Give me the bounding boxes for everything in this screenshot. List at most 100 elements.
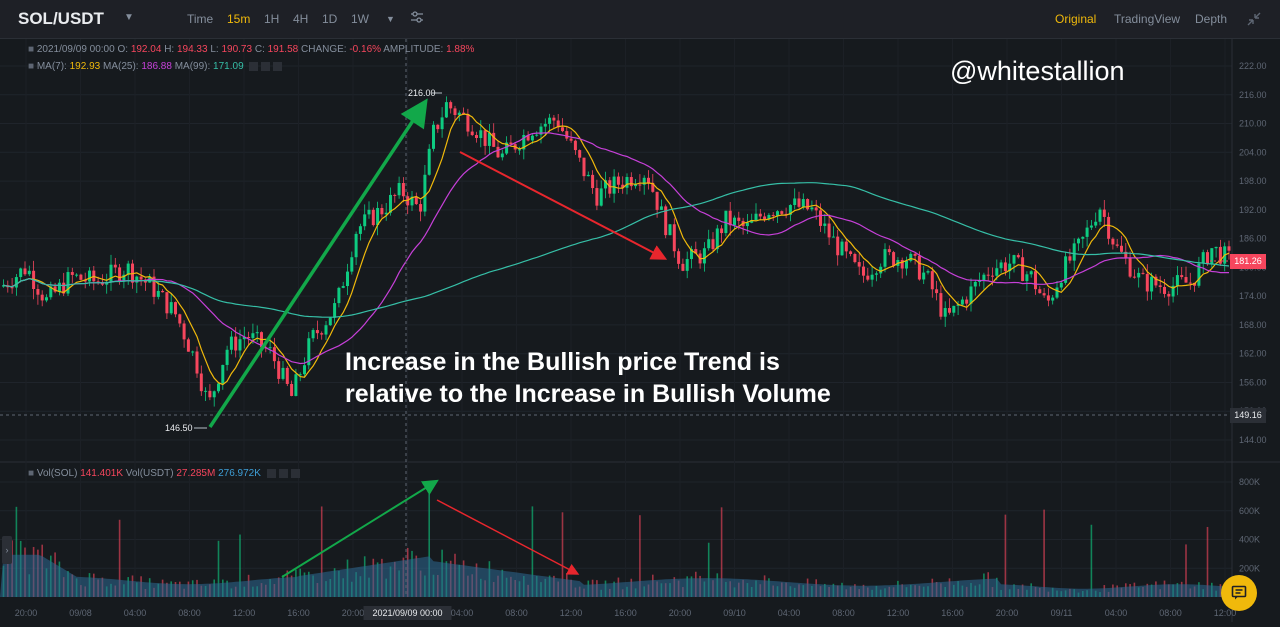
candle-body	[462, 112, 466, 115]
candle-body	[642, 177, 646, 185]
price-tick: 216.00	[1239, 90, 1267, 100]
time-tick: 20:00	[669, 608, 692, 618]
candle-body	[715, 228, 719, 250]
settings-icon[interactable]	[410, 10, 424, 27]
candle-body	[358, 226, 362, 234]
candle-body	[659, 206, 663, 210]
candle-body	[724, 210, 728, 234]
expand-panel-icon[interactable]: ›	[2, 536, 12, 564]
candle-body	[720, 228, 724, 234]
candle-body	[492, 132, 496, 147]
candle-body	[217, 383, 220, 392]
tab-1w[interactable]: 1W	[351, 12, 369, 26]
candle-body	[204, 390, 208, 392]
candlestick-chart[interactable]: 216.00 146.50 222.00 216.00 210.00 204.00 198…	[0, 39, 1280, 622]
candle-body	[2, 285, 5, 287]
candle-body	[926, 271, 930, 273]
tab-1h[interactable]: 1H	[264, 12, 280, 26]
candle-body	[272, 347, 276, 362]
candle-body	[806, 199, 810, 210]
candle-body	[79, 274, 83, 280]
candle-body	[922, 272, 926, 280]
ma-hide-icon[interactable]	[261, 61, 271, 71]
candle-body	[604, 180, 607, 189]
candle-body	[552, 117, 556, 121]
ma-settings-icon[interactable]	[249, 61, 259, 71]
candle-body	[118, 267, 122, 281]
tab-4h[interactable]: 4H	[293, 12, 309, 26]
ma-info: ■ MA(7): 192.93 MA(25): 186.88 MA(99): 1…	[28, 61, 283, 72]
candle-body	[556, 120, 560, 128]
chart-area[interactable]: 216.00 146.50 222.00 216.00 210.00 204.00 198…	[0, 39, 1280, 622]
candle-body	[578, 150, 582, 158]
candle-body	[543, 123, 547, 127]
view-tradingview[interactable]: TradingView	[1114, 12, 1181, 26]
candle-body	[311, 330, 315, 339]
candle-body	[1137, 272, 1141, 278]
time-tick: 16:00	[287, 608, 310, 618]
candle-body	[612, 176, 616, 194]
candle-body	[354, 233, 358, 258]
candle-body	[1003, 262, 1007, 272]
candle-body	[410, 196, 414, 206]
candle-body	[49, 286, 53, 298]
tab-1d[interactable]: 1D	[322, 12, 338, 26]
candle-body	[423, 174, 427, 212]
vol-settings-icon[interactable]	[266, 468, 276, 478]
ma-close-icon[interactable]	[273, 61, 283, 71]
volume-tick: 600K	[1239, 506, 1260, 516]
candle-body	[363, 214, 367, 227]
candle-body	[711, 239, 715, 250]
price-tick: 162.00	[1239, 349, 1267, 359]
price-tick: 210.00	[1239, 119, 1267, 129]
top-toolbar: SOL/USDT ▼ Time 15m 1H 4H 1D 1W ▼ Origin…	[0, 0, 1280, 39]
volume-info: ■ Vol(SOL) 141.401K Vol(USDT) 27.285M 27…	[28, 468, 300, 479]
vol-hide-icon[interactable]	[278, 468, 288, 478]
annotation-line-2: relative to the Increase in Bullish Volu…	[345, 380, 831, 408]
candle-body	[771, 214, 775, 216]
candle-body	[621, 184, 625, 188]
candle-body	[565, 131, 569, 139]
candle-body	[655, 191, 659, 210]
candle-body	[1055, 287, 1059, 298]
view-original[interactable]: Original	[1055, 12, 1097, 26]
candle-body	[539, 126, 543, 135]
chevron-down-icon[interactable]: ▼	[124, 12, 134, 23]
candle-body	[625, 177, 629, 188]
candle-body	[681, 263, 685, 271]
chat-icon[interactable]	[1221, 575, 1257, 611]
tab-time[interactable]: Time	[187, 12, 214, 26]
vol-close-icon[interactable]	[290, 468, 300, 478]
candle-body	[995, 268, 999, 276]
candle-body	[53, 286, 57, 292]
candle-body	[298, 374, 302, 376]
candle-body	[986, 274, 990, 276]
candle-body	[449, 102, 453, 109]
candle-body	[1120, 245, 1123, 252]
candle-body	[788, 205, 792, 215]
candle-body	[707, 239, 711, 249]
candle-body	[1175, 275, 1179, 286]
candle-body	[174, 302, 177, 315]
view-depth[interactable]: Depth	[1195, 12, 1228, 26]
candle-body	[1038, 289, 1042, 294]
timeframe-dropdown-icon[interactable]: ▼	[386, 14, 395, 24]
symbol-title[interactable]: SOL/USDT	[18, 9, 104, 28]
candle-body	[767, 214, 771, 220]
candle-body	[823, 223, 827, 226]
candle-body	[874, 273, 878, 275]
collapse-icon[interactable]	[1246, 11, 1262, 30]
candle-body	[221, 364, 225, 384]
candle-body	[616, 176, 620, 185]
candle-body	[982, 274, 986, 281]
candle-body	[1210, 248, 1214, 265]
watermark: @whitestallion	[950, 56, 1125, 86]
time-tick: 20:00	[996, 608, 1019, 618]
candle-body	[690, 249, 693, 260]
candle-body	[238, 339, 242, 351]
candle-body	[887, 249, 891, 253]
tab-15m[interactable]: 15m	[227, 12, 251, 26]
candle-body	[57, 282, 61, 292]
price-tick: 222.00	[1239, 61, 1267, 71]
time-tick: 20:00	[342, 608, 365, 618]
